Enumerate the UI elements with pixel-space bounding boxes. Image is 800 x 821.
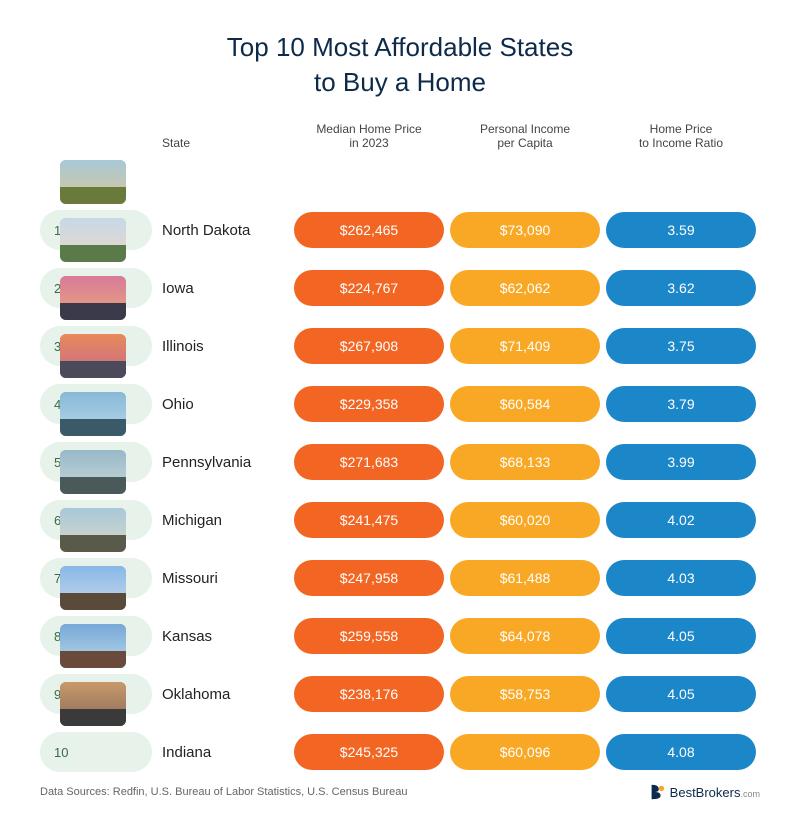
brand-logo: BestBrokers.com bbox=[648, 783, 760, 801]
header-state: State bbox=[158, 136, 288, 150]
footer: Data Sources: Redfin, U.S. Bureau of Lab… bbox=[40, 765, 760, 801]
page-title: Top 10 Most Affordable States to Buy a H… bbox=[40, 30, 760, 100]
table-row: 1North Dakota$262,465$73,0903.59 bbox=[40, 160, 760, 208]
state-thumbnail bbox=[60, 392, 126, 436]
state-name: Indiana bbox=[158, 744, 288, 761]
state-thumbnail bbox=[60, 276, 126, 320]
title-line-1: Top 10 Most Affordable States bbox=[227, 32, 573, 62]
state-thumbnail bbox=[60, 508, 126, 552]
state-thumbnail bbox=[60, 218, 126, 262]
table-body: 1North Dakota$262,465$73,0903.592Iowa$22… bbox=[40, 160, 760, 730]
logo-icon bbox=[648, 783, 666, 801]
column-headers: State Median Home Price in 2023 Personal… bbox=[40, 122, 760, 150]
logo-text: BestBrokers.com bbox=[670, 785, 760, 800]
header-ratio: Home Price to Income Ratio bbox=[606, 122, 756, 150]
state-thumbnail bbox=[60, 624, 126, 668]
header-price: Median Home Price in 2023 bbox=[294, 122, 444, 150]
data-sources: Data Sources: Redfin, U.S. Bureau of Lab… bbox=[40, 786, 407, 798]
state-thumbnail bbox=[60, 682, 126, 726]
state-thumbnail bbox=[60, 566, 126, 610]
rank-badge: 10 bbox=[40, 732, 152, 772]
state-thumbnail bbox=[60, 450, 126, 494]
state-thumbnail bbox=[60, 160, 126, 204]
header-income: Personal Income per Capita bbox=[450, 122, 600, 150]
state-thumbnail bbox=[60, 334, 126, 378]
title-line-2: to Buy a Home bbox=[314, 67, 486, 97]
